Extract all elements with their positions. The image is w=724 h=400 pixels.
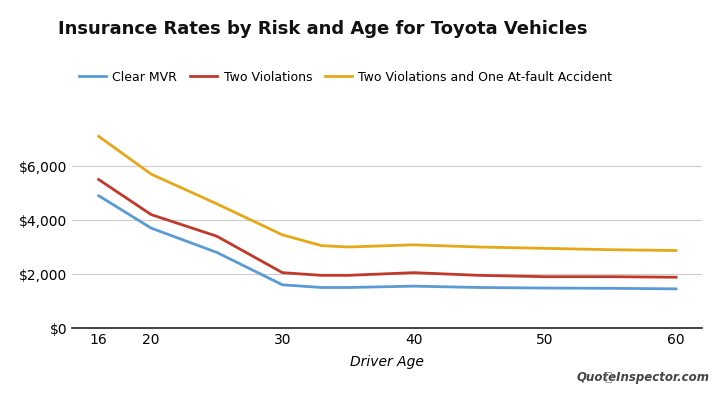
Two Violations and One At-fault Accident [212, 202, 221, 206]
Two Violations [606, 274, 615, 279]
Two Violations [317, 273, 326, 278]
Clear MVR [409, 284, 418, 288]
Clear MVR [278, 282, 287, 287]
Clear MVR [317, 285, 326, 290]
Line: Two Violations and One At-fault Accident: Two Violations and One At-fault Accident [98, 136, 676, 250]
Two Violations and One At-fault Accident [606, 247, 615, 252]
Line: Two Violations: Two Violations [98, 180, 676, 277]
Clear MVR [94, 193, 103, 198]
Clear MVR [540, 286, 549, 290]
Two Violations [94, 177, 103, 182]
Line: Clear MVR: Clear MVR [98, 196, 676, 289]
Two Violations [409, 270, 418, 275]
Text: QuoteInspector.com: QuoteInspector.com [576, 371, 710, 384]
Two Violations [672, 275, 681, 280]
Clear MVR [147, 226, 156, 230]
Two Violations and One At-fault Accident [344, 244, 353, 250]
Two Violations and One At-fault Accident [278, 232, 287, 237]
Two Violations and One At-fault Accident [94, 134, 103, 139]
Two Violations [475, 273, 484, 278]
Two Violations and One At-fault Accident [540, 246, 549, 251]
Two Violations and One At-fault Accident [475, 244, 484, 250]
Two Violations and One At-fault Accident [317, 243, 326, 248]
Clear MVR [606, 286, 615, 291]
Two Violations and One At-fault Accident [147, 172, 156, 176]
Two Violations [540, 274, 549, 279]
Text: Insurance Rates by Risk and Age for Toyota Vehicles: Insurance Rates by Risk and Age for Toyo… [58, 20, 587, 38]
Clear MVR [344, 285, 353, 290]
Two Violations and One At-fault Accident [409, 242, 418, 247]
Clear MVR [672, 286, 681, 291]
Two Violations [344, 273, 353, 278]
Clear MVR [475, 285, 484, 290]
Two Violations [278, 270, 287, 275]
Text: Ⓢ: Ⓢ [605, 371, 612, 384]
Two Violations [147, 212, 156, 217]
X-axis label: Driver Age: Driver Age [350, 355, 424, 369]
Two Violations [212, 234, 221, 238]
Legend: Clear MVR, Two Violations, Two Violations and One At-fault Accident: Clear MVR, Two Violations, Two Violation… [79, 71, 613, 84]
Two Violations and One At-fault Accident [672, 248, 681, 253]
Clear MVR [212, 250, 221, 255]
